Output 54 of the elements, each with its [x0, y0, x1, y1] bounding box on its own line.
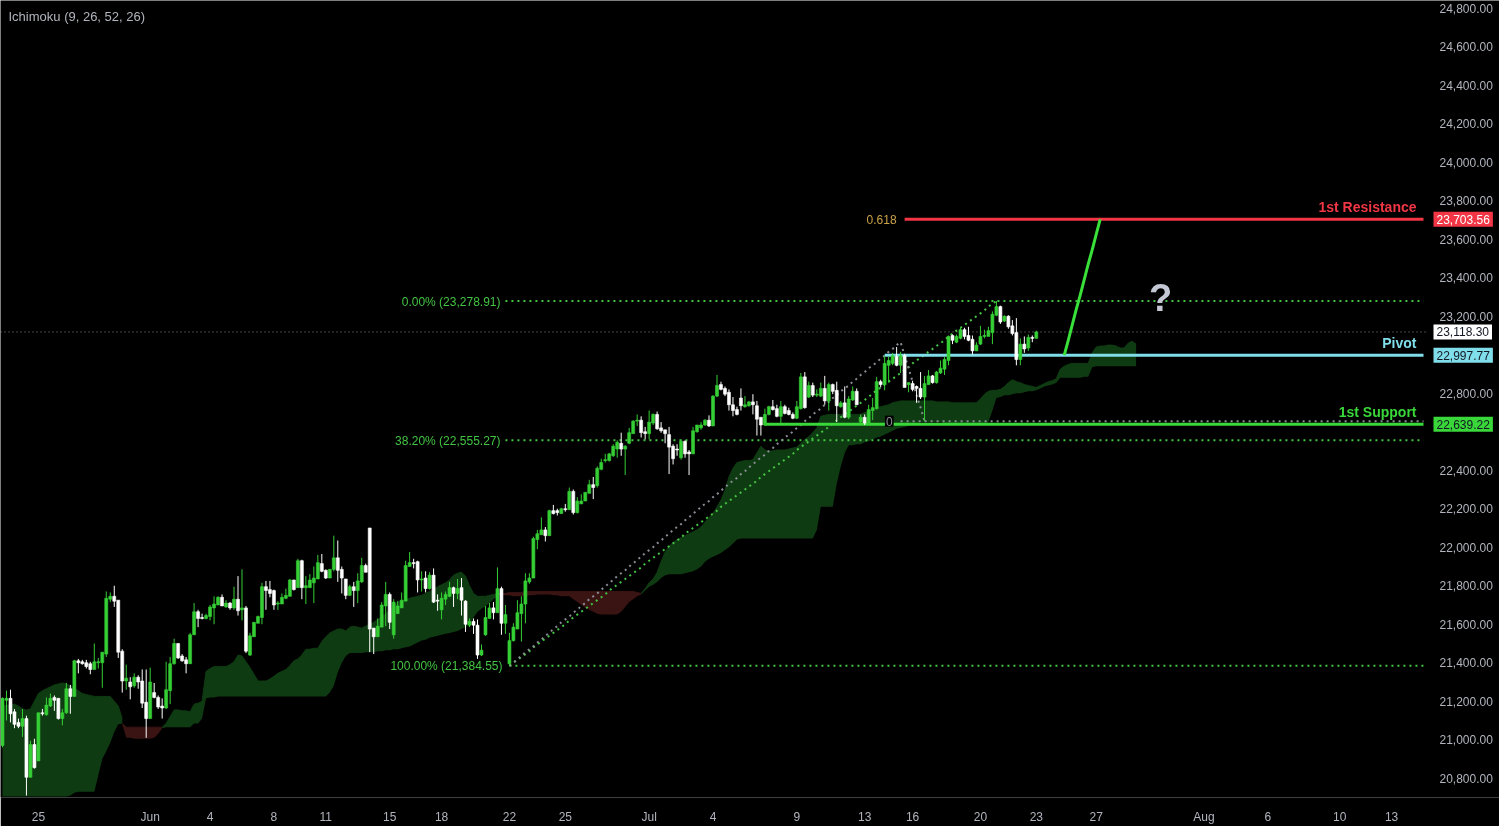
y-tick-label: 21,200.00 [1439, 694, 1494, 709]
x-tick-label: 4 [709, 809, 717, 824]
x-tick-label: 13 [1384, 809, 1399, 824]
x-tick-label: 25 [31, 809, 46, 824]
y-tick-label: 22,400.00 [1439, 463, 1494, 478]
y-tick-label: 24,000.00 [1439, 155, 1494, 170]
annotation: 0 [885, 414, 893, 429]
annotation: ? [1148, 276, 1173, 319]
x-tick-label: 16 [905, 809, 920, 824]
series-label: Pivot [1382, 335, 1417, 352]
y-tick-label: 21,400.00 [1439, 656, 1494, 671]
series-label: 1st Resistance [1318, 199, 1417, 216]
y-tick-label: 22,200.00 [1439, 502, 1494, 517]
x-tick-label: Aug [1193, 809, 1215, 824]
y-tick-label: 21,600.00 [1439, 617, 1494, 632]
y-tick-label: 23,200.00 [1439, 309, 1494, 324]
y-tick-label: 24,600.00 [1439, 40, 1494, 55]
y-tick-label: 23,600.00 [1439, 232, 1494, 247]
y-tick-label: 24,400.00 [1439, 78, 1494, 93]
x-tick-label: 20 [973, 809, 988, 824]
y-tick-label: 22,639.22 [1436, 417, 1491, 432]
annotation: 100.00% (21,384.55) [390, 659, 503, 674]
series-label: 1st Support [1338, 404, 1417, 421]
y-tick-label: 23,400.00 [1439, 271, 1494, 286]
x-tick-label: 15 [383, 809, 397, 824]
x-tick-label: 11 [319, 809, 333, 824]
x-tick-label: Jun [140, 809, 160, 824]
x-tick-label: 13 [858, 809, 872, 824]
x-tick-label: 4 [206, 809, 214, 824]
annotation: 0.00% (23,278.91) [401, 294, 501, 309]
x-tick-label: 25 [558, 809, 573, 824]
x-tick-label: 27 [1089, 809, 1104, 824]
y-tick-label: 22,800.00 [1439, 386, 1494, 401]
y-tick-label: 22,997.77 [1436, 348, 1491, 363]
x-tick-label: 22 [502, 809, 517, 824]
y-tick-label: 24,200.00 [1439, 117, 1494, 132]
x-tick-label: 10 [1333, 809, 1347, 824]
y-tick-label: 22,000.00 [1439, 540, 1494, 555]
y-tick-label: 24,800.00 [1439, 1, 1494, 16]
x-tick-label: 6 [1264, 809, 1272, 824]
annotation: 38.20% (22,555.27) [395, 433, 501, 448]
x-tick-label: Jul [641, 809, 657, 824]
annotation: 0.618 [866, 212, 897, 227]
y-tick-label: 23,800.00 [1439, 194, 1494, 209]
x-tick-label: 9 [793, 809, 801, 824]
y-tick-label: 21,800.00 [1439, 579, 1494, 594]
annotation: Ichimoku (9, 26, 52, 26) [8, 8, 146, 24]
y-tick-label: 21,000.00 [1439, 733, 1494, 748]
x-tick-label: 8 [270, 809, 278, 824]
y-tick-label: 23,703.56 [1436, 212, 1491, 227]
x-tick-label: 23 [1029, 809, 1044, 824]
x-tick-label: 18 [434, 809, 449, 824]
y-tick-label: 20,800.00 [1439, 771, 1494, 786]
y-tick-label: 23,118.30 [1436, 325, 1490, 340]
